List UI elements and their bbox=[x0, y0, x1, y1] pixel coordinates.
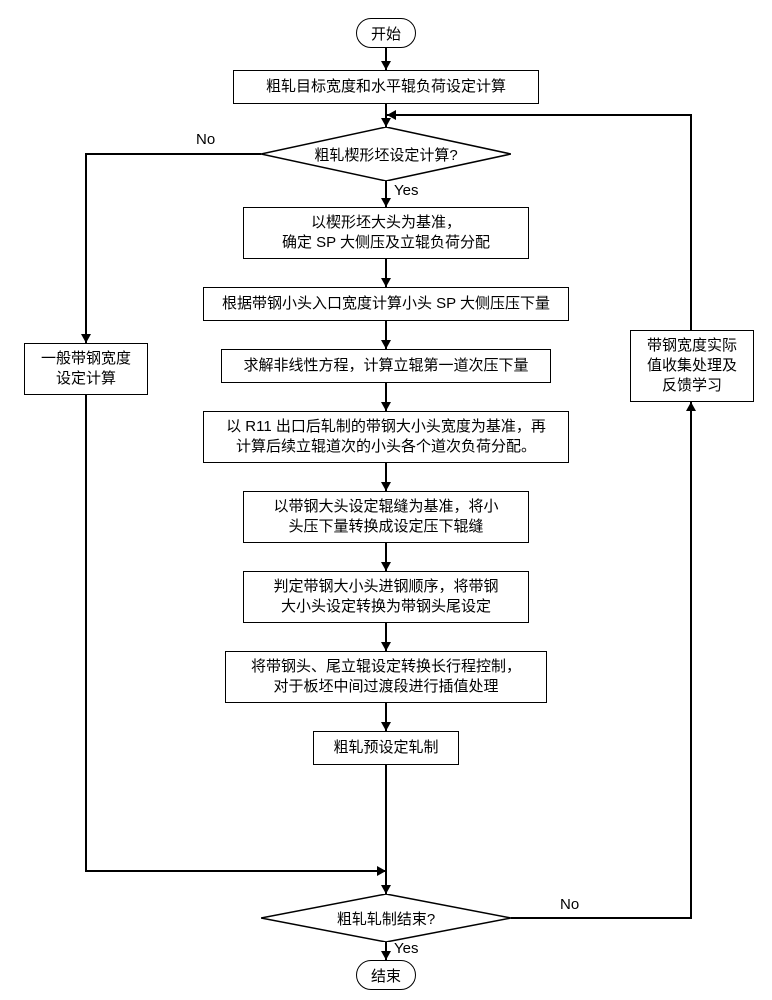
process-p6-label: 判定带钢大小头进钢顺序，将带钢 大小头设定转换为带钢头尾设定 bbox=[273, 577, 498, 618]
arrow-icon bbox=[381, 722, 391, 731]
arrow-icon bbox=[381, 562, 391, 571]
process-right: 带钢宽度实际 值收集处理及 反馈学习 bbox=[630, 330, 754, 402]
process-p8-label: 粗轧预设定轧制 bbox=[333, 738, 438, 758]
arrow-icon bbox=[381, 642, 391, 651]
arrow-icon bbox=[381, 885, 391, 894]
edge bbox=[387, 114, 692, 116]
edge bbox=[690, 402, 692, 919]
decision-d2: 粗轧轧制结束? bbox=[261, 894, 511, 942]
arrow-icon bbox=[381, 951, 391, 960]
arrow-icon bbox=[381, 482, 391, 491]
terminal-end-label: 结束 bbox=[371, 965, 401, 986]
process-p1: 以楔形坯大头为基准， 确定 SP 大侧压及立辊负荷分配 bbox=[243, 207, 529, 259]
process-left-label: 一般带钢宽度 设定计算 bbox=[41, 349, 131, 390]
process-p2: 根据带钢小头入口宽度计算小头 SP 大侧压压下量 bbox=[203, 287, 569, 321]
decision-d1: 粗轧楔形坯设定计算? bbox=[261, 127, 511, 181]
label-yes: Yes bbox=[394, 182, 418, 199]
edge bbox=[85, 153, 87, 343]
process-p6: 判定带钢大小头进钢顺序，将带钢 大小头设定转换为带钢头尾设定 bbox=[243, 571, 529, 623]
flowchart-canvas: 开始 结束 粗轧目标宽度和水平辊负荷设定计算 以楔形坯大头为基准， 确定 SP … bbox=[0, 0, 772, 1000]
terminal-start-label: 开始 bbox=[371, 23, 401, 44]
process-right-label: 带钢宽度实际 值收集处理及 反馈学习 bbox=[647, 336, 737, 397]
arrow-icon bbox=[381, 278, 391, 287]
arrow-icon bbox=[381, 402, 391, 411]
terminal-end: 结束 bbox=[356, 960, 416, 990]
arrow-icon bbox=[381, 198, 391, 207]
process-left: 一般带钢宽度 设定计算 bbox=[24, 343, 148, 395]
process-p2-label: 根据带钢小头入口宽度计算小头 SP 大侧压压下量 bbox=[222, 294, 550, 314]
process-p0: 粗轧目标宽度和水平辊负荷设定计算 bbox=[233, 70, 539, 104]
label-yes: Yes bbox=[394, 940, 418, 957]
decision-d1-label: 粗轧楔形坯设定计算? bbox=[314, 144, 457, 165]
process-p4: 以 R11 出口后轧制的带钢大小头宽度为基准，再 计算后续立辊道次的小头各个道次… bbox=[203, 411, 569, 463]
process-p3: 求解非线性方程，计算立辊第一道次压下量 bbox=[221, 349, 551, 383]
edge bbox=[511, 917, 692, 919]
arrow-icon bbox=[686, 402, 696, 411]
arrow-icon bbox=[381, 61, 391, 70]
terminal-start: 开始 bbox=[356, 18, 416, 48]
edge bbox=[85, 870, 385, 872]
process-p3-label: 求解非线性方程，计算立辊第一道次压下量 bbox=[243, 356, 528, 376]
process-p7-label: 将带钢头、尾立辊设定转换长行程控制， 对于板坯中间过渡段进行插值处理 bbox=[251, 657, 521, 698]
process-p1-label: 以楔形坯大头为基准， 确定 SP 大侧压及立辊负荷分配 bbox=[282, 213, 490, 254]
arrow-icon bbox=[387, 110, 396, 120]
edge bbox=[85, 395, 87, 872]
process-p5-label: 以带钢大头设定辊缝为基准，将小 头压下量转换成设定压下辊缝 bbox=[273, 497, 498, 538]
arrow-icon bbox=[81, 334, 91, 343]
process-p0-label: 粗轧目标宽度和水平辊负荷设定计算 bbox=[266, 77, 506, 97]
arrow-icon bbox=[377, 866, 386, 876]
label-no: No bbox=[560, 896, 579, 913]
process-p8: 粗轧预设定轧制 bbox=[313, 731, 459, 765]
process-p4-label: 以 R11 出口后轧制的带钢大小头宽度为基准，再 计算后续立辊道次的小头各个道次… bbox=[226, 417, 546, 458]
label-no: No bbox=[196, 131, 215, 148]
edge bbox=[86, 153, 261, 155]
edge bbox=[690, 114, 692, 330]
arrow-icon bbox=[381, 340, 391, 349]
process-p5: 以带钢大头设定辊缝为基准，将小 头压下量转换成设定压下辊缝 bbox=[243, 491, 529, 543]
process-p7: 将带钢头、尾立辊设定转换长行程控制， 对于板坯中间过渡段进行插值处理 bbox=[225, 651, 547, 703]
decision-d2-label: 粗轧轧制结束? bbox=[337, 908, 435, 929]
